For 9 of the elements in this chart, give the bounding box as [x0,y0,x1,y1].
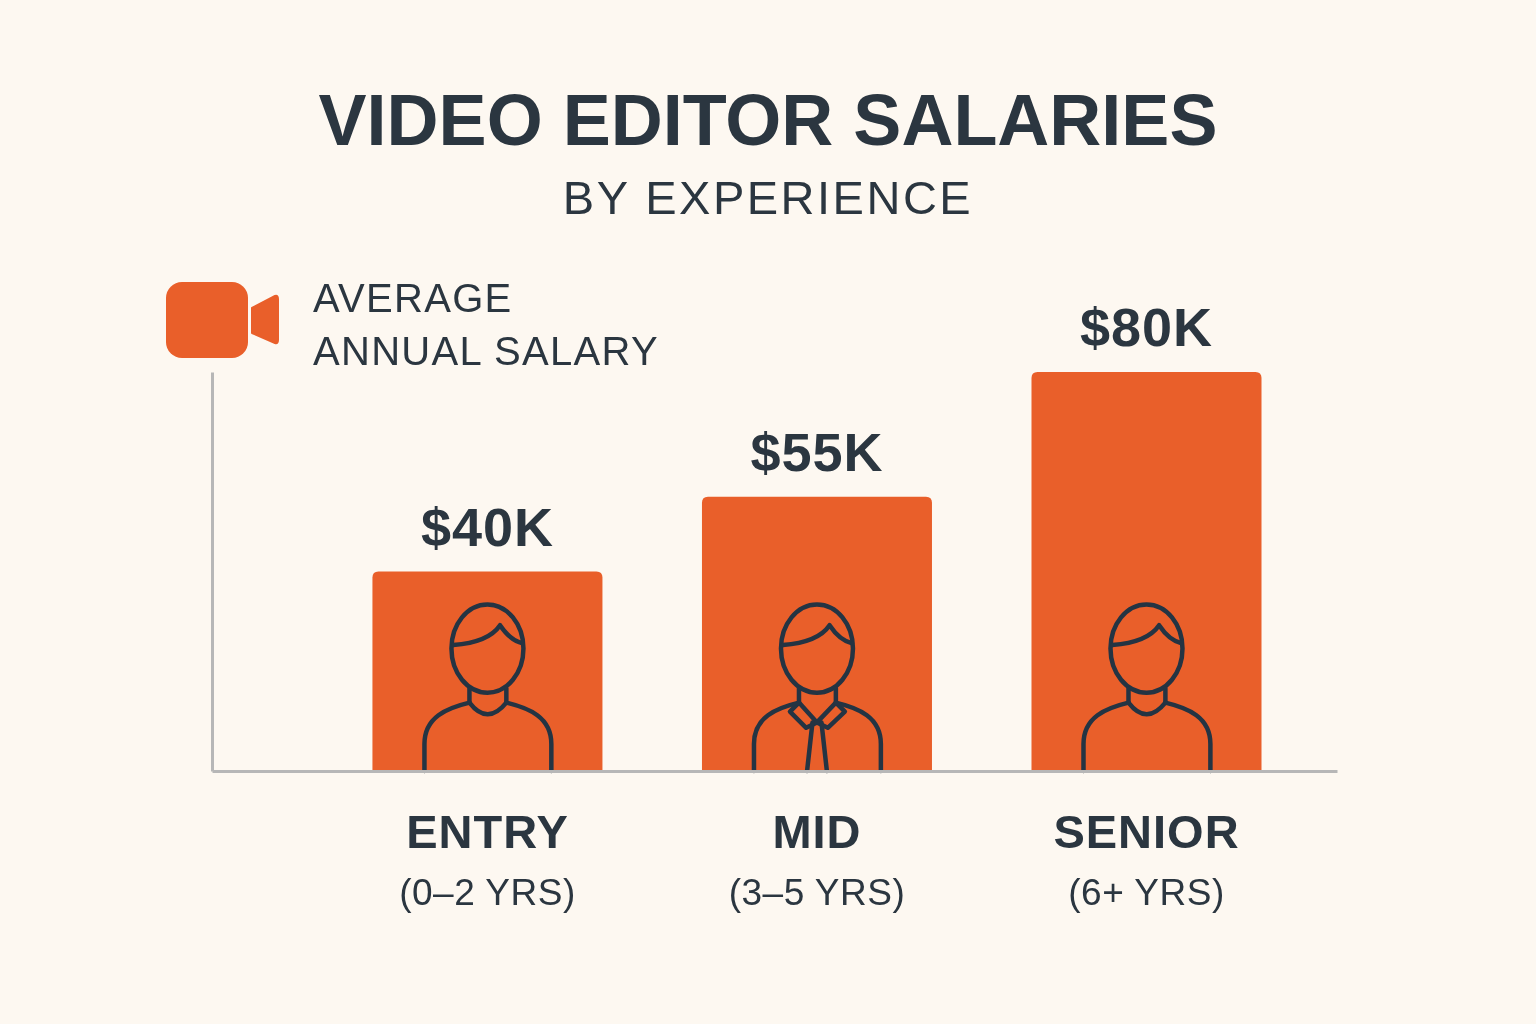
data-label: $40K [420,496,554,557]
x-tick-label: SENIOR (6+ YRS) [1053,805,1240,913]
chart-title: VIDEO EDITOR SALARIES [318,80,1218,160]
data-label: $55K [750,421,884,482]
x-tick-label: ENTRY (0–2 YRS) [399,805,576,913]
chart-subtitle: BY EXPERIENCE [562,171,974,224]
x-tick-label: MID (3–5 YRS) [728,805,906,913]
y-axis-title: AVERAGE ANNUAL SALARY [313,276,659,373]
data-label: $80K [1079,297,1214,357]
